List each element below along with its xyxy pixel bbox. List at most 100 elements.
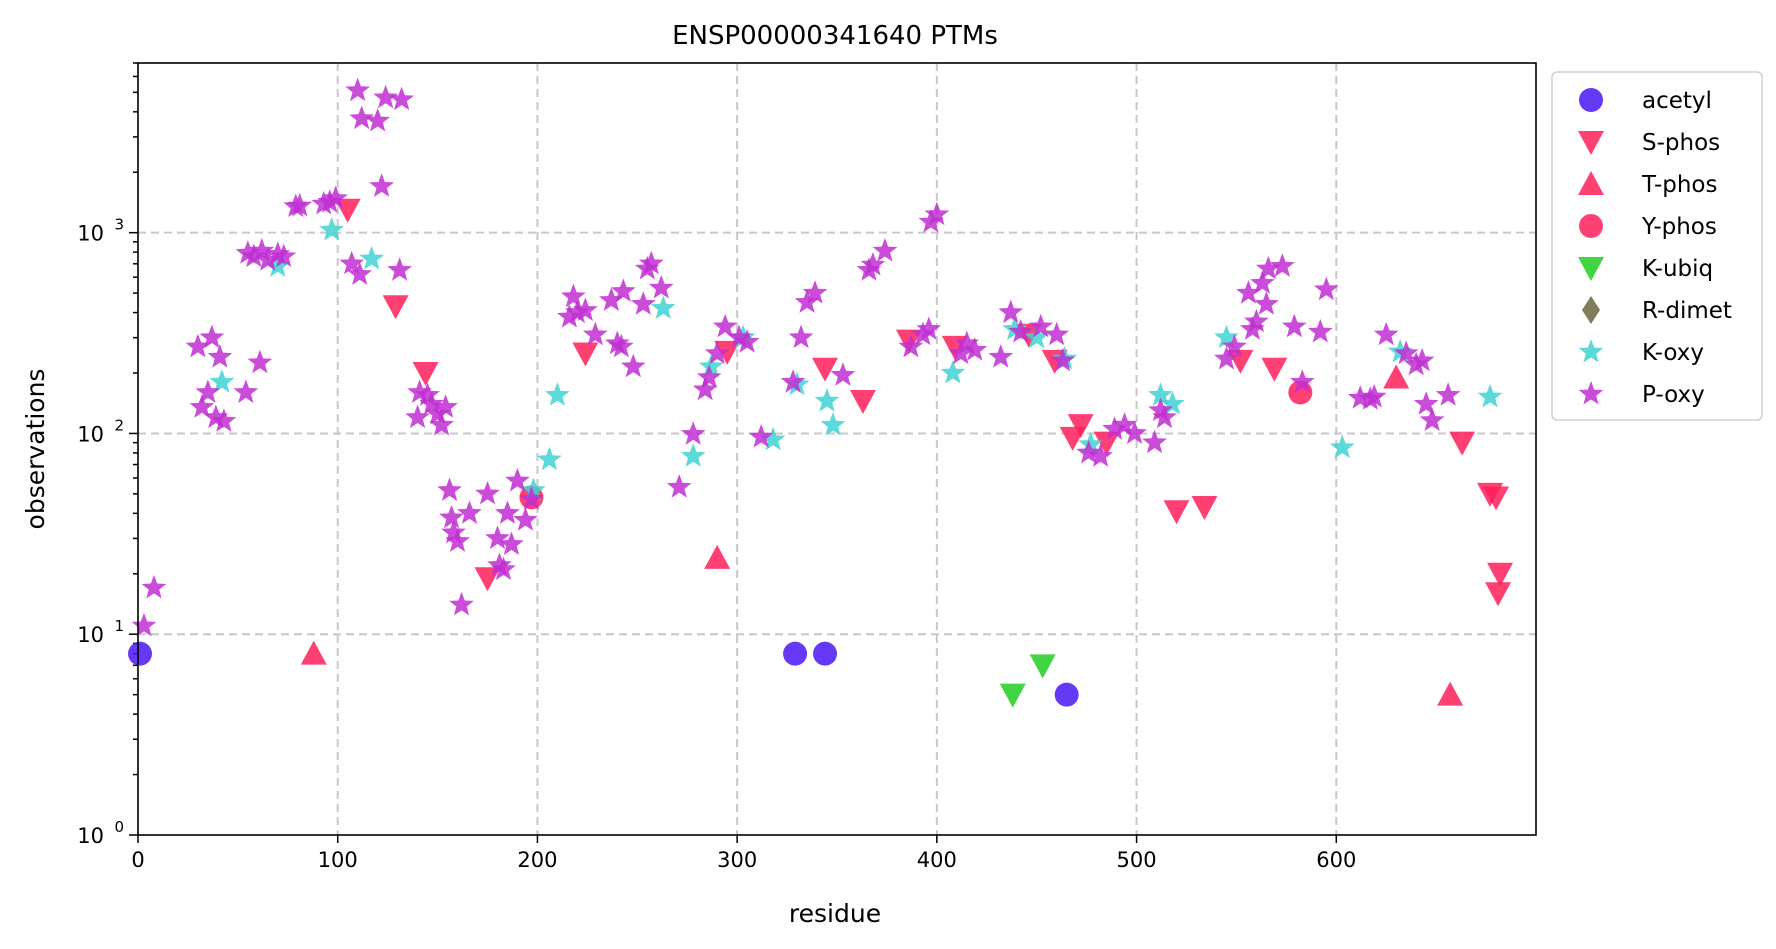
legend-marker-y-phos (1579, 214, 1603, 238)
data-point-p-oxy (235, 240, 261, 264)
data-point-p-oxy (233, 379, 259, 403)
data-point-p-oxy (1289, 369, 1315, 393)
data-point-p-oxy (924, 201, 950, 226)
data-point-s-phos (1093, 431, 1120, 456)
data-point-s-phos (1487, 562, 1514, 587)
data-point-k-oxy (545, 382, 570, 406)
data-point-p-oxy (1373, 321, 1399, 346)
data-point-p-oxy (185, 333, 211, 358)
data-point-p-oxy (345, 77, 371, 102)
data-point-p-oxy (1222, 333, 1247, 358)
data-point-p-oxy (131, 612, 157, 637)
data-point-p-oxy (726, 324, 752, 349)
data-point-k-oxy (1160, 391, 1185, 415)
data-point-k-oxy (1214, 324, 1239, 349)
data-point-k-oxy (209, 369, 235, 393)
data-point-p-oxy (433, 394, 458, 418)
data-point-p-oxy (998, 299, 1024, 324)
data-point-k-oxy (319, 217, 345, 241)
data-point-p-oxy (347, 261, 373, 285)
data-point-p-oxy (1393, 340, 1419, 365)
x-tick-label: 0 (131, 848, 144, 872)
x-axis-label: residue (789, 899, 881, 928)
legend-box (1551, 71, 1763, 421)
data-point-t-phos (300, 640, 327, 665)
data-point-p-oxy (830, 362, 856, 386)
data-point-s-phos (1261, 357, 1288, 382)
data-point-p-oxy (561, 283, 586, 308)
data-point-p-oxy (630, 291, 656, 315)
y-tick-exponent: 3 (114, 216, 124, 234)
legend-label-y-phos: Y-phos (1641, 214, 1717, 240)
data-point-p-oxy (1244, 308, 1269, 333)
data-point-p-oxy (449, 591, 474, 616)
data-point-p-oxy (1307, 319, 1333, 343)
y-tick-label: 10 (77, 422, 104, 446)
data-point-p-oxy (247, 349, 273, 374)
data-point-p-oxy (680, 421, 706, 445)
x-tick-label: 100 (318, 848, 358, 872)
data-point-p-oxy (339, 250, 365, 275)
data-point-p-oxy (1313, 276, 1339, 301)
data-point-p-oxy (1250, 270, 1275, 294)
data-point-p-oxy (439, 504, 464, 529)
data-point-p-oxy (445, 528, 470, 552)
data-point-p-oxy (1256, 255, 1281, 280)
data-point-k-oxy (940, 360, 966, 384)
data-point-p-oxy (704, 340, 730, 365)
data-point-k-oxy (1148, 382, 1173, 406)
y-axis-label: observations (21, 369, 50, 530)
data-point-s-phos (1483, 486, 1510, 511)
data-point-k-oxy (814, 388, 840, 412)
y-tick-exponent: 0 (114, 818, 124, 836)
data-point-p-oxy (495, 500, 520, 524)
data-point-p-oxy (712, 313, 738, 338)
data-point-p-oxy (872, 238, 898, 262)
data-point-p-oxy (389, 86, 414, 111)
data-point-p-oxy (491, 556, 516, 581)
data-point-acetyl (127, 641, 152, 666)
data-point-p-oxy (405, 404, 430, 429)
data-point-p-oxy (692, 376, 718, 401)
data-point-p-oxy (425, 400, 450, 425)
data-point-p-oxy (189, 394, 215, 418)
data-point-s-phos (382, 295, 409, 320)
data-point-k-oxy (521, 477, 546, 501)
data-point-p-oxy (1088, 443, 1113, 467)
data-point-t-phos (704, 544, 731, 569)
data-point-p-oxy (1270, 253, 1295, 277)
legend-label-acetyl: acetyl (1642, 88, 1712, 114)
data-point-p-oxy (1076, 439, 1101, 464)
legend-marker-r-dimet (1582, 296, 1600, 324)
data-point-s-phos (1449, 431, 1476, 456)
data-point-p-oxy (604, 330, 630, 355)
data-point-p-oxy (802, 280, 828, 304)
data-point-p-oxy (441, 519, 466, 544)
y-tick-label: 10 (77, 623, 104, 647)
data-point-t-phos (1383, 364, 1410, 389)
data-point-k-ubiq (1029, 654, 1056, 679)
legend-label-k-ubiq: K-ubiq (1642, 256, 1713, 282)
data-point-k-oxy (680, 443, 706, 467)
data-point-p-oxy (1214, 345, 1239, 370)
x-tick-label: 200 (517, 848, 557, 872)
data-point-p-oxy (860, 252, 886, 276)
data-point-acetyl (1054, 682, 1079, 707)
data-point-p-oxy (373, 84, 399, 109)
x-tick-label: 300 (717, 848, 757, 872)
data-point-p-oxy (898, 333, 924, 358)
data-point-p-oxy (610, 278, 636, 302)
data-point-k-oxy (760, 426, 786, 451)
data-point-p-oxy (598, 287, 624, 311)
data-point-p-oxy (207, 344, 233, 368)
y-tick-label: 10 (77, 824, 104, 848)
data-point-p-oxy (666, 474, 692, 498)
data-point-p-oxy (255, 247, 281, 271)
data-point-p-oxy (287, 192, 313, 217)
data-point-p-oxy (317, 189, 343, 213)
data-point-p-oxy (573, 297, 598, 321)
data-point-p-oxy (1122, 420, 1147, 444)
data-point-p-oxy (1152, 404, 1177, 429)
